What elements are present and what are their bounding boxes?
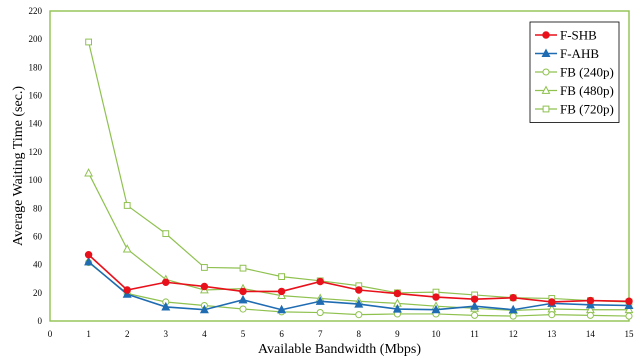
x-tick-label: 14: [586, 329, 596, 339]
data-point: [200, 282, 209, 291]
data-point: [238, 294, 248, 304]
y-tick-label: 60: [33, 231, 43, 241]
plot-area: [49, 10, 630, 322]
legend-marker: [542, 68, 550, 76]
legend-item: F-AHB: [535, 46, 599, 61]
data-point: [470, 301, 480, 310]
data-point: [392, 304, 402, 313]
y-tick-label: 80: [33, 203, 43, 213]
y-tick-label: 100: [29, 175, 43, 185]
data-point: [162, 278, 170, 286]
data-point: [277, 287, 286, 296]
data-point: [161, 301, 171, 311]
x-tick-label: 6: [279, 329, 284, 339]
data-point: [122, 244, 132, 253]
data-point: [316, 308, 324, 317]
y-tick-label: 20: [33, 288, 43, 298]
series-line: [88, 254, 630, 303]
legend-marker: [542, 105, 550, 113]
data-point: [278, 273, 285, 281]
data-point: [625, 297, 633, 305]
data-point: [432, 293, 440, 301]
legend-marker: [541, 48, 551, 58]
data-point: [509, 294, 517, 302]
y-tick-label: 40: [33, 260, 43, 270]
data-point: [509, 312, 517, 320]
y-tick-label: 160: [29, 91, 43, 101]
x-tick-label: 1: [86, 329, 91, 339]
data-point: [316, 277, 324, 286]
data-point: [586, 311, 594, 319]
y-axis-title: Average Waiting Time (sec.): [11, 86, 26, 246]
legend-label: F-SHB: [560, 28, 597, 43]
data-point: [548, 311, 556, 319]
data-point: [354, 299, 364, 308]
x-tick-label: 13: [547, 329, 557, 339]
data-point: [239, 287, 247, 296]
legend-item: F-SHB: [535, 28, 597, 43]
legend-label: FB (240p): [560, 65, 614, 80]
x-tick-label: 4: [202, 329, 207, 339]
legend-label: F-AHB: [560, 46, 599, 61]
data-point: [162, 230, 170, 238]
data-point: [470, 295, 479, 303]
legend-item: FB (720p): [535, 102, 614, 117]
x-tick-label: 5: [241, 329, 246, 339]
data-point: [84, 256, 94, 266]
y-tick-label: 200: [29, 34, 43, 44]
y-tick-label: 140: [29, 119, 43, 129]
data-point: [431, 304, 441, 314]
x-tick-label: 9: [395, 329, 400, 339]
legend-marker: [541, 85, 551, 94]
x-tick-label: 15: [625, 329, 635, 339]
data-point: [199, 304, 209, 314]
data-point: [123, 202, 131, 209]
data-point: [239, 264, 247, 272]
y-tick-label: 180: [29, 62, 43, 72]
data-point: [84, 251, 93, 259]
data-point: [201, 264, 208, 271]
y-tick-label: 0: [38, 316, 43, 326]
x-axis-title: Available Bandwidth (Mbps): [258, 342, 421, 357]
x-tick-label: 8: [357, 329, 362, 339]
data-point: [84, 168, 93, 177]
x-tick-label: 2: [125, 329, 130, 339]
data-point: [471, 311, 479, 319]
y-tick-label: 220: [29, 6, 43, 16]
data-point: [548, 298, 556, 306]
x-tick-label: 3: [164, 329, 169, 339]
x-tick-label: 12: [509, 329, 518, 339]
legend-marker: [542, 31, 550, 39]
data-point: [315, 296, 325, 305]
data-point: [393, 289, 402, 298]
legend-label: FB (480p): [560, 83, 614, 98]
legend-item: FB (480p): [535, 83, 614, 98]
y-tick-label: 120: [29, 147, 43, 157]
data-point: [508, 304, 518, 314]
data-point: [355, 311, 363, 319]
data-point: [277, 304, 287, 314]
x-tick-label: 0: [48, 329, 53, 339]
data-point: [85, 38, 92, 46]
data-point: [239, 305, 247, 313]
legend-item: FB (240p): [535, 65, 614, 80]
x-tick-label: 11: [470, 329, 479, 339]
series-layer: [84, 38, 634, 320]
legend: F-SHB F-AHB FB (240p) FB (480p) FB (720p): [529, 21, 620, 123]
legend-label: FB (720p): [560, 102, 614, 117]
x-tick-label: 10: [432, 329, 442, 339]
data-point: [355, 286, 363, 294]
data-point: [123, 286, 131, 294]
data-point: [625, 312, 633, 320]
series-f-shb: [84, 251, 633, 306]
data-point: [586, 296, 595, 305]
x-tick-label: 7: [318, 329, 323, 339]
data-point: [277, 290, 286, 300]
